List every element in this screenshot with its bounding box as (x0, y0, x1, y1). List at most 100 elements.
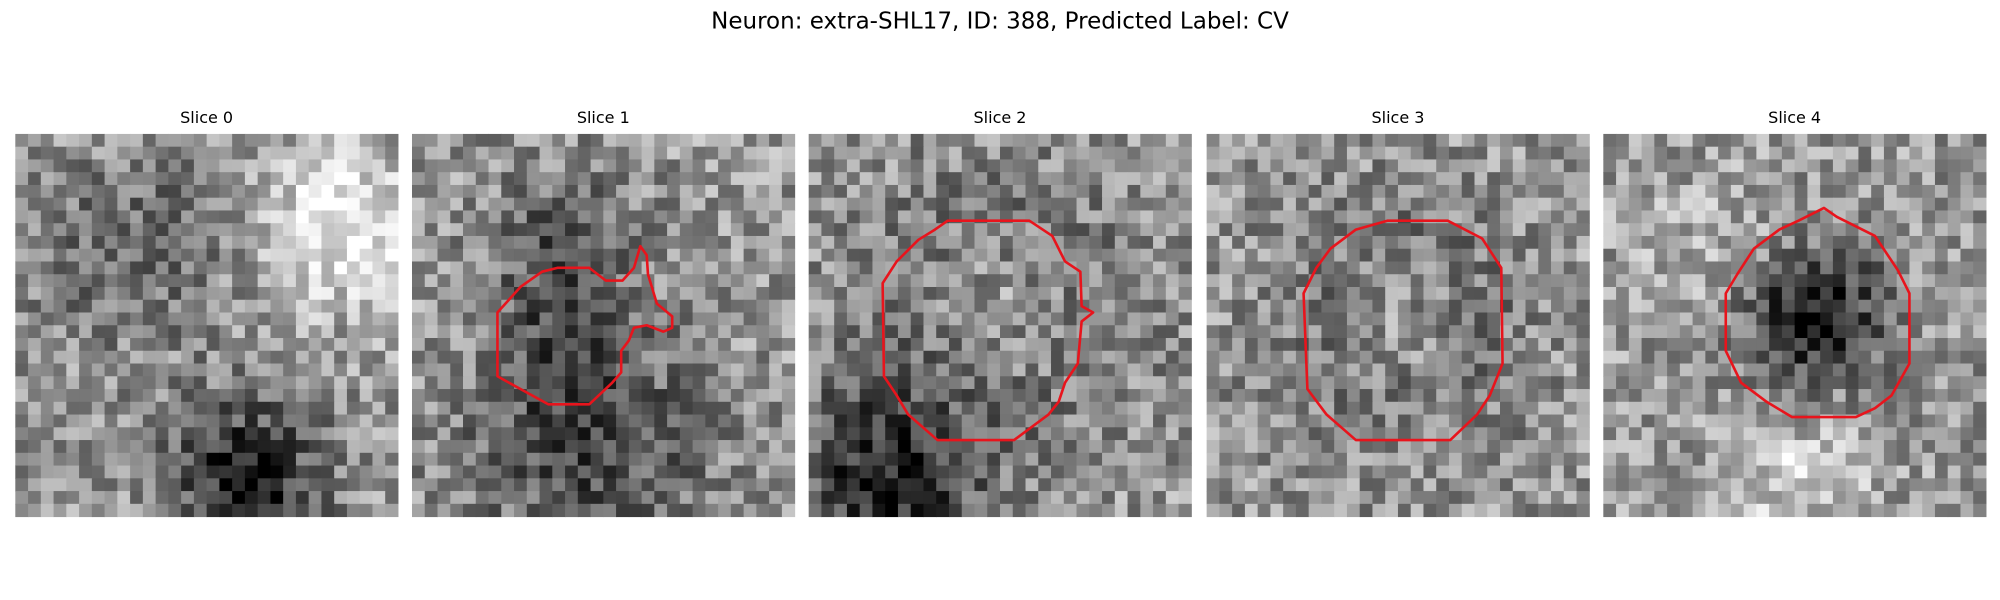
pixel (1487, 210, 1501, 224)
pixel (181, 248, 195, 262)
pixel (219, 133, 233, 148)
pixel (910, 478, 924, 492)
pixel (501, 503, 515, 518)
pixel (1206, 401, 1220, 416)
pixel (346, 286, 361, 301)
pixel (539, 146, 553, 160)
pixel (295, 350, 310, 365)
pixel (1500, 146, 1514, 160)
pixel (1000, 440, 1014, 454)
pixel (1667, 235, 1681, 250)
pixel (1858, 133, 1872, 148)
pixel (181, 478, 195, 492)
pixel (1165, 376, 1180, 390)
pixel (488, 440, 502, 454)
pixel (1397, 401, 1412, 416)
pixel (1896, 452, 1910, 467)
pixel (1410, 312, 1424, 326)
pixel (411, 299, 426, 313)
pixel (66, 172, 80, 186)
pixel (437, 312, 451, 326)
pixel (1257, 261, 1271, 275)
pixel (846, 248, 861, 262)
pixel (1063, 350, 1078, 365)
pixel (1025, 159, 1039, 173)
pixel (1563, 248, 1578, 262)
pixel (1871, 223, 1885, 237)
pixel (1076, 197, 1090, 211)
pixel (450, 465, 464, 479)
pixel (1461, 159, 1475, 173)
pixel (1769, 452, 1783, 467)
pixel (872, 389, 886, 403)
pixel (769, 261, 783, 275)
pixel (40, 184, 55, 199)
pixel (552, 338, 566, 352)
pixel (1769, 350, 1783, 365)
pixel (155, 248, 169, 262)
pixel (424, 338, 438, 352)
pixel (961, 338, 975, 352)
pixel (334, 503, 348, 518)
pixel (142, 503, 157, 518)
pixel (1321, 427, 1335, 441)
pixel (424, 184, 438, 199)
pixel (308, 248, 322, 262)
pixel (1832, 376, 1847, 390)
pixel (821, 325, 835, 339)
pixel (244, 465, 259, 479)
pixel (961, 223, 975, 237)
pixel (1641, 172, 1655, 186)
pixel (411, 363, 426, 377)
pixel (1102, 274, 1116, 288)
pixel (346, 401, 361, 416)
pixel (475, 478, 490, 492)
pixel (1679, 440, 1694, 454)
pixel (1448, 338, 1463, 352)
pixel (1461, 210, 1475, 224)
pixel (1219, 465, 1233, 479)
pixel (321, 184, 335, 199)
pixel (1372, 325, 1386, 339)
pixel (616, 184, 630, 199)
pixel (1397, 325, 1412, 339)
pixel (372, 427, 386, 441)
pixel (1858, 184, 1872, 199)
pixel (974, 197, 988, 211)
pixel (424, 478, 438, 492)
pixel (834, 376, 848, 390)
pixel (193, 414, 208, 428)
pixel (1934, 184, 1949, 199)
pixel (667, 338, 681, 352)
pixel (1127, 350, 1141, 365)
pixel (1960, 389, 1974, 403)
pixel (463, 210, 477, 224)
pixel (1127, 197, 1141, 211)
pixel (1807, 363, 1821, 377)
pixel (15, 440, 29, 454)
pixel (1551, 465, 1565, 479)
pixel (1038, 452, 1052, 467)
pixel (1385, 172, 1399, 186)
pixel (1359, 312, 1373, 326)
pixel (654, 235, 668, 250)
pixel (1076, 491, 1090, 505)
pixel (743, 235, 757, 250)
pixel (232, 261, 246, 275)
pixel (948, 223, 963, 237)
pixel (1947, 261, 1961, 275)
pixel (308, 452, 322, 467)
pixel (488, 465, 502, 479)
pixel (1781, 197, 1796, 211)
roi-contour (881, 219, 1095, 442)
pixel (1359, 210, 1373, 224)
pixel (28, 350, 42, 365)
pixel (1219, 503, 1233, 518)
pixel (910, 210, 924, 224)
pixel (1397, 235, 1412, 250)
pixel (590, 210, 604, 224)
pixel (359, 338, 373, 352)
pixel (628, 299, 643, 313)
pixel (897, 184, 912, 199)
pixel (872, 159, 886, 173)
